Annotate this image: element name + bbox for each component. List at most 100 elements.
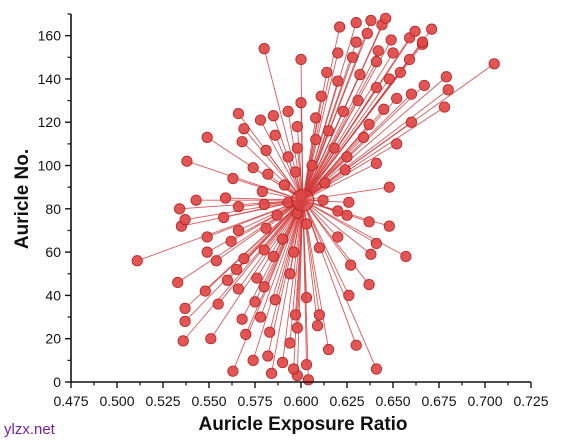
data-point — [394, 66, 406, 79]
connector-line — [302, 52, 339, 201]
data-point — [385, 34, 397, 46]
connector-line — [282, 200, 304, 363]
data-point — [416, 36, 429, 48]
data-point — [282, 105, 294, 118]
data-point — [179, 214, 191, 226]
data-point — [291, 120, 303, 133]
data-point — [343, 196, 355, 208]
data-point — [405, 88, 417, 100]
data-point — [409, 25, 421, 37]
data-point — [218, 211, 230, 224]
data-point — [260, 144, 272, 156]
data-point — [321, 66, 333, 79]
data-point — [231, 263, 243, 276]
data-point — [190, 194, 202, 206]
x-tick-label: 0.475 — [53, 393, 88, 409]
data-point — [317, 194, 329, 206]
data-point — [258, 43, 270, 55]
data-point — [380, 12, 392, 24]
data-point — [378, 103, 390, 115]
data-point — [370, 363, 383, 375]
data-point — [341, 151, 353, 163]
data-point — [232, 201, 245, 213]
connector-line — [252, 200, 304, 361]
data-point — [249, 296, 261, 308]
data-point — [426, 23, 438, 35]
data-point — [254, 114, 267, 126]
data-point — [365, 248, 377, 260]
data-point — [391, 92, 403, 105]
data-point — [442, 84, 454, 96]
x-tick-label: 0.725 — [513, 393, 548, 409]
data-point — [365, 14, 377, 27]
data-point — [179, 315, 191, 327]
data-point — [383, 220, 395, 232]
x-axis-title: Auricle Exposure Ratio — [198, 414, 407, 435]
data-point — [236, 136, 248, 148]
data-point — [322, 343, 335, 356]
data-point — [232, 107, 245, 120]
data-point — [262, 168, 274, 180]
data-point — [352, 94, 364, 107]
data-point — [276, 233, 289, 245]
data-point — [232, 224, 245, 237]
data-point — [247, 162, 259, 174]
data-point — [238, 123, 250, 135]
data-point — [370, 56, 383, 68]
data-point — [260, 222, 272, 234]
data-point — [291, 142, 303, 154]
data-point — [300, 218, 313, 230]
data-point — [291, 322, 303, 334]
data-point — [265, 367, 278, 379]
data-point — [339, 164, 351, 176]
data-point — [282, 151, 294, 163]
data-point — [238, 253, 250, 265]
data-point — [370, 157, 383, 169]
connector-line — [210, 199, 304, 339]
data-point — [310, 133, 322, 146]
data-point — [363, 216, 375, 228]
y-tick-label: 100 — [38, 158, 62, 174]
data-point — [131, 255, 143, 267]
connector-line — [302, 199, 370, 285]
data-point — [383, 73, 395, 85]
connector-line — [302, 199, 377, 244]
data-point — [284, 337, 296, 349]
data-point — [438, 101, 451, 113]
x-tick-label: 0.700 — [467, 393, 502, 409]
data-point — [271, 209, 283, 221]
data-point — [254, 311, 267, 323]
x-tick-label: 0.525 — [145, 393, 180, 409]
connector-line — [300, 59, 304, 201]
data-point — [269, 129, 281, 141]
connector-line — [302, 186, 390, 201]
connector-line — [216, 199, 304, 262]
connector-line — [302, 31, 416, 201]
connector-line — [295, 200, 304, 315]
connector-line — [302, 199, 372, 255]
data-point — [236, 313, 248, 325]
connector-line — [302, 199, 350, 296]
data-point — [403, 53, 416, 66]
data-point — [350, 339, 362, 351]
data-point — [240, 328, 252, 340]
data-points — [131, 12, 500, 386]
data-point — [313, 309, 325, 321]
data-point — [370, 82, 383, 94]
y-axis-title: Auricle No. — [12, 149, 33, 249]
data-point — [201, 246, 213, 258]
connector-line — [260, 119, 304, 201]
data-point — [343, 289, 355, 302]
connector-line — [302, 98, 398, 201]
data-point — [288, 246, 300, 258]
data-point — [258, 244, 270, 256]
data-point — [391, 138, 403, 150]
data-point — [372, 45, 384, 57]
data-point — [295, 53, 307, 66]
data-point — [212, 298, 224, 310]
connector-line — [302, 63, 495, 201]
connector-line — [269, 200, 304, 333]
x-tick-label: 0.675 — [421, 393, 456, 409]
connector-line — [302, 52, 394, 201]
data-point — [227, 365, 239, 377]
